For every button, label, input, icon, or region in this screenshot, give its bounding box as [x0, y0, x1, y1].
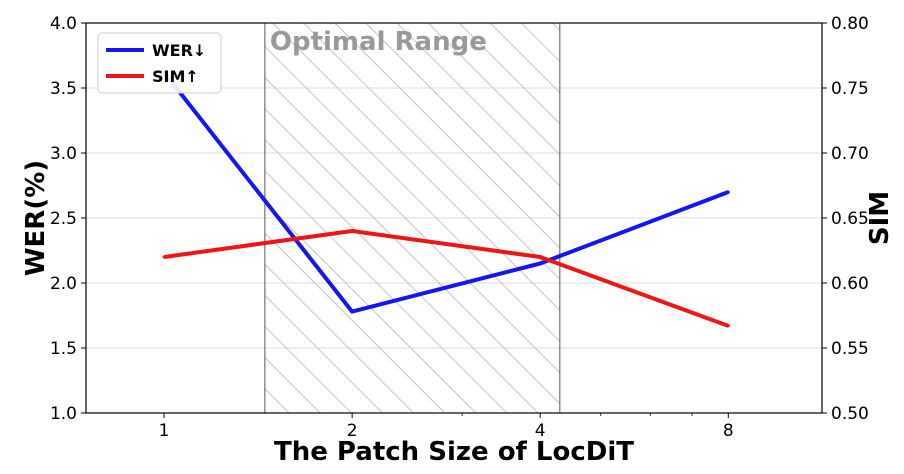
y-right-tick-label: 0.80	[831, 14, 869, 34]
data-point-1-2	[538, 255, 542, 259]
y-left-tick-label: 1.0	[50, 404, 77, 424]
series-line-wer	[162, 71, 730, 314]
y-right-tick-label: 0.50	[831, 404, 869, 424]
y-right-tick-label: 0.75	[831, 79, 869, 99]
y-left-axis-title: WER(%)	[21, 160, 51, 276]
y-left-tick-label: 4.0	[50, 14, 77, 34]
optimal-range-band	[264, 22, 561, 414]
legend-label: SIM↑	[152, 67, 199, 86]
y-left-tick-label: 3.0	[50, 144, 77, 164]
y-right-tick-label: 0.55	[831, 339, 869, 359]
data-point-0-1	[350, 310, 354, 314]
data-point-1-0	[162, 255, 166, 259]
x-tick-label: 2	[347, 421, 358, 441]
optimal-range-label: Optimal Range	[270, 27, 487, 57]
y-right-tick-label: 0.70	[831, 144, 869, 164]
y-left-tick-label: 2.0	[50, 274, 77, 294]
x-tick-label: 4	[535, 421, 546, 441]
x-tick-label: 8	[723, 421, 734, 441]
data-point-0-3	[726, 190, 730, 194]
y-right-axis-title: SIM	[865, 191, 895, 245]
series-line-sim	[163, 229, 729, 328]
y-left-tick-label: 3.5	[50, 79, 77, 99]
x-axis-title: The Patch Size of LocDiT	[274, 437, 634, 467]
data-point-1-1	[350, 229, 354, 233]
data-point-0-2	[538, 262, 542, 265]
highlight-band: Optimal Range	[264, 22, 561, 414]
tick-labels: 1 2 4 8 1.0 1.5 2.0 2.5 3.0 3.5 4.0 0.50 0.55 0.60 0.6…	[21, 14, 895, 467]
y-left-tick-label: 1.5	[50, 339, 77, 359]
legend: WER↓ SIM↑	[97, 32, 222, 94]
data-point-1-3	[726, 324, 730, 328]
y-right-tick-label: 0.65	[831, 209, 869, 229]
x-tick-label: 1	[159, 421, 170, 441]
y-right-tick-label: 0.60	[831, 274, 869, 294]
series-lines	[162, 70, 730, 328]
y-left-tick-label: 2.5	[50, 209, 77, 229]
legend-label: WER↓	[152, 41, 206, 60]
